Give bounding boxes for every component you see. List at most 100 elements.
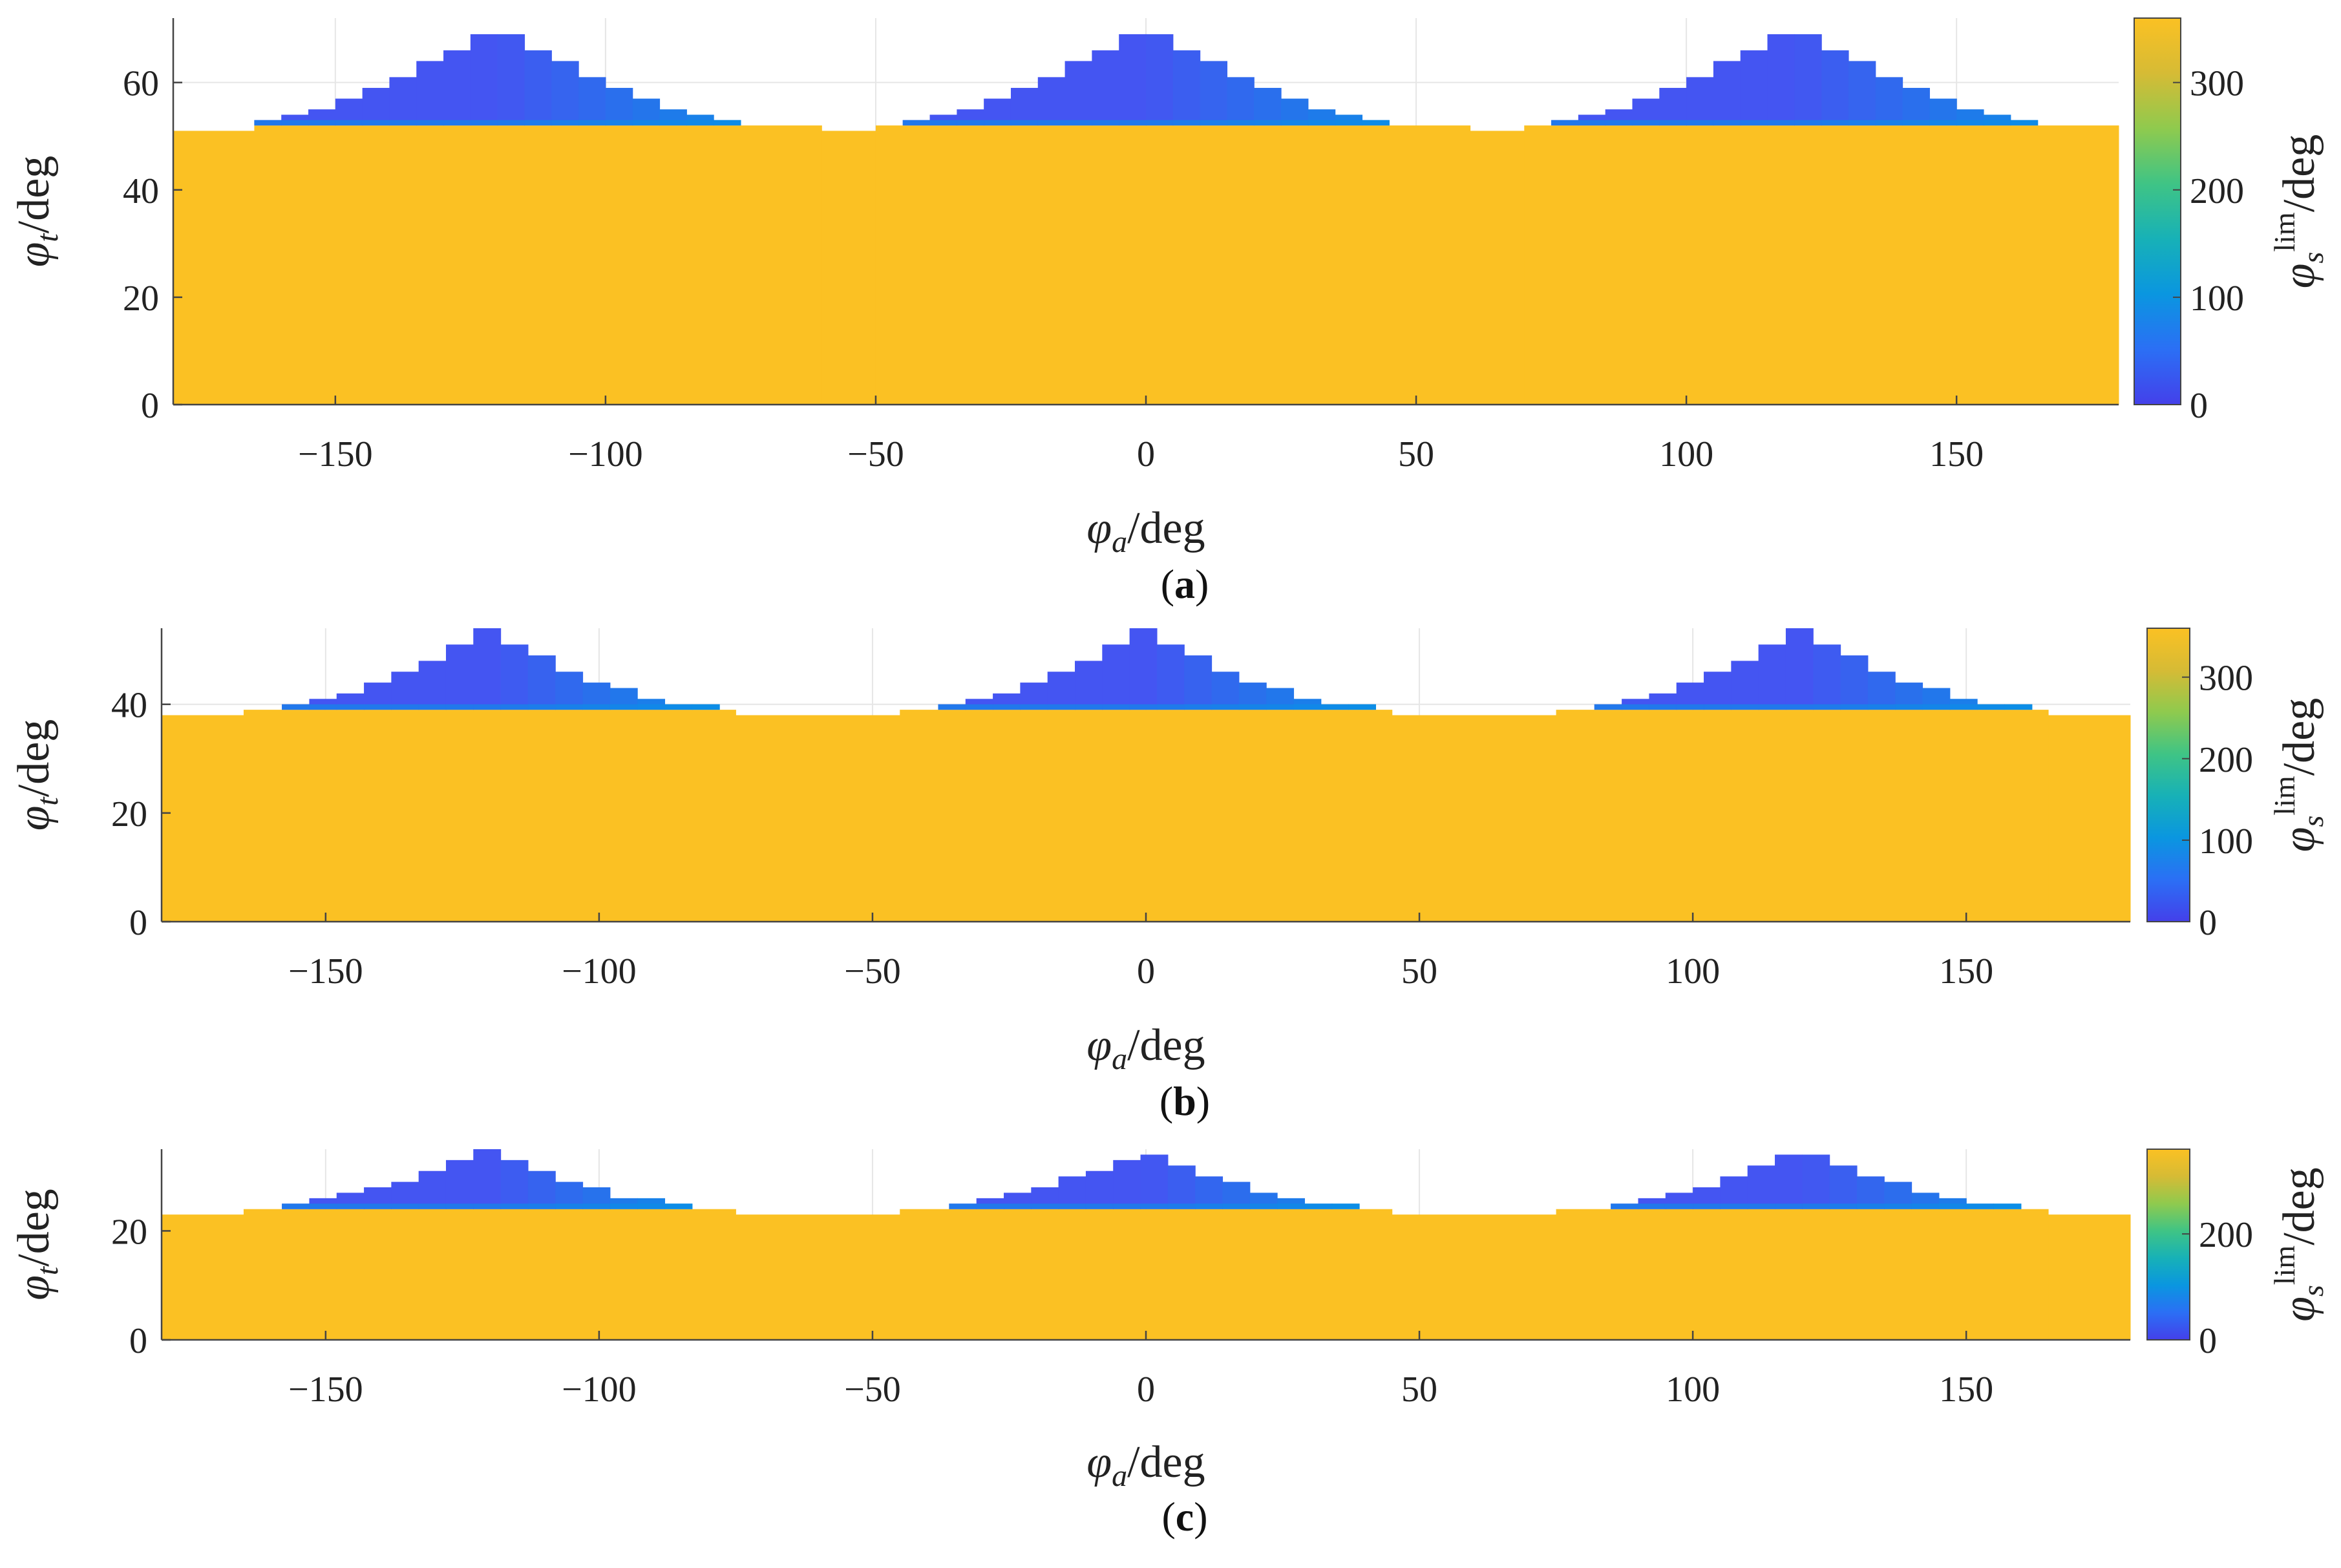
peak-cell <box>470 34 498 126</box>
peak-cell-edge <box>1922 704 1951 710</box>
panel-c: −150 −100 −50 0 50 100 150 0 20 φa/deg φt/deg 0 200 φ… <box>9 1149 2329 1540</box>
fill-region <box>162 715 244 922</box>
peak-cell-edge <box>1129 704 1158 710</box>
colorbar-label: φslim/deg <box>2268 134 2329 289</box>
peak-cell <box>1254 87 1282 126</box>
peak-cell <box>555 672 584 710</box>
fill-region <box>1470 131 1525 405</box>
peak-cell <box>1167 1165 1196 1209</box>
peak-cell-edge <box>1020 704 1048 710</box>
peak-cell-edge <box>1211 704 1240 710</box>
peak-cell-edge <box>1813 704 1841 710</box>
peak-cell <box>418 661 447 710</box>
peak-cell <box>500 1160 529 1209</box>
peak-cell-edge <box>1665 1203 1693 1209</box>
peak-cell-edge <box>1362 120 1390 126</box>
peak-cell-edge <box>473 704 502 710</box>
peak-cell-edge <box>1092 120 1119 126</box>
peak-cell <box>1758 644 1786 710</box>
peak-cell <box>527 655 556 710</box>
peak-cell-edge <box>1794 120 1822 126</box>
peak-cell <box>1840 655 1869 710</box>
colorbar-tick-label: 200 <box>2199 740 2253 780</box>
y-tick-label: 40 <box>123 171 159 211</box>
peak-cell <box>1047 672 1075 710</box>
peak-cell-edge <box>1222 1203 1251 1209</box>
peak-cell <box>1829 1165 1858 1209</box>
peak-cell-edge <box>1956 120 1984 126</box>
peak-cell-edge <box>1632 120 1660 126</box>
peak-cell-edge <box>1704 704 1732 710</box>
peak-cell <box>1867 672 1896 710</box>
y-tick-label: 0 <box>129 903 147 943</box>
peak-cell-edge <box>1065 120 1092 126</box>
peak-cell-edge <box>1254 120 1282 126</box>
peak-cell-edge <box>470 120 498 126</box>
peak-cell-edge <box>527 1203 556 1209</box>
peak-cell-edge <box>609 704 638 710</box>
peak-cell-edge <box>1031 1203 1059 1209</box>
peak-cell-edge <box>1227 120 1255 126</box>
y-tick-label: 0 <box>141 386 159 426</box>
peak-cell-edge <box>1140 1203 1169 1209</box>
peak-cell <box>1211 672 1240 710</box>
fill-region <box>243 710 736 922</box>
peak-cell-edge <box>335 120 363 126</box>
peak-cell-edge <box>609 1203 638 1209</box>
peak-cell <box>1010 87 1039 126</box>
peak-cell <box>1856 1176 1885 1209</box>
fill-region <box>736 715 900 922</box>
peak-cell-edge <box>1929 120 1957 126</box>
peak-cell-edge <box>1611 1203 1639 1209</box>
peak-cell <box>445 644 474 710</box>
colorbar-tick-label: 100 <box>2199 821 2253 862</box>
peak-cell-edge <box>336 704 365 710</box>
peak-cell-edge <box>527 704 556 710</box>
peak-cell <box>1802 1154 1830 1209</box>
peak-cell-edge <box>1993 1203 2022 1209</box>
peak-cell-edge <box>1747 1203 1775 1209</box>
peak-cell <box>500 644 529 710</box>
fill-region <box>875 125 1471 405</box>
colorbar-tick-label: 200 <box>2190 171 2244 211</box>
peak-cell-edge <box>1840 704 1869 710</box>
peak-cell-edge <box>1731 704 1759 710</box>
peak-cell-edge <box>957 120 984 126</box>
peak-cell-edge <box>1949 704 1978 710</box>
colorbar-tick-label: 300 <box>2190 64 2244 104</box>
y-tick-label: 0 <box>129 1321 147 1361</box>
peak-cell <box>1659 87 1687 126</box>
colorbar <box>2146 1149 2190 1340</box>
peak-cell-edge <box>443 120 471 126</box>
peak-cell <box>1227 77 1255 126</box>
peak-cell-edge <box>1875 120 1903 126</box>
x-tick-label: −50 <box>844 951 901 991</box>
peak-cell-edge <box>714 120 741 126</box>
peak-cell-edge <box>1304 1203 1333 1209</box>
peak-cell-edge <box>637 704 666 710</box>
peak-cell-edge <box>1249 1203 1278 1209</box>
peak-cell <box>1075 661 1103 710</box>
peak-cell <box>605 87 633 126</box>
peak-cell-edge <box>929 120 957 126</box>
peak-cell-edge <box>309 1203 337 1209</box>
fill-region <box>243 1209 736 1340</box>
x-tick-label: 150 <box>1939 951 1993 991</box>
peak-cell-edge <box>473 1203 502 1209</box>
peak-cell <box>1085 1171 1114 1209</box>
peak-cell <box>362 87 390 126</box>
peak-cell <box>473 1149 502 1209</box>
peak-cell <box>1200 61 1228 126</box>
peak-cell-edge <box>445 704 474 710</box>
peak-cell-edge <box>1335 120 1363 126</box>
peak-cell-edge <box>965 704 993 710</box>
peak-cell-edge <box>993 704 1021 710</box>
peak-cell-edge <box>1659 120 1687 126</box>
peak-cell-edge <box>1594 704 1622 710</box>
peak-cell-edge <box>1293 704 1322 710</box>
peak-cell-edge <box>938 704 966 710</box>
peak-cell-edge <box>282 1203 310 1209</box>
colorbar-tick-label: 100 <box>2190 279 2244 319</box>
x-tick-label: −50 <box>847 434 904 474</box>
